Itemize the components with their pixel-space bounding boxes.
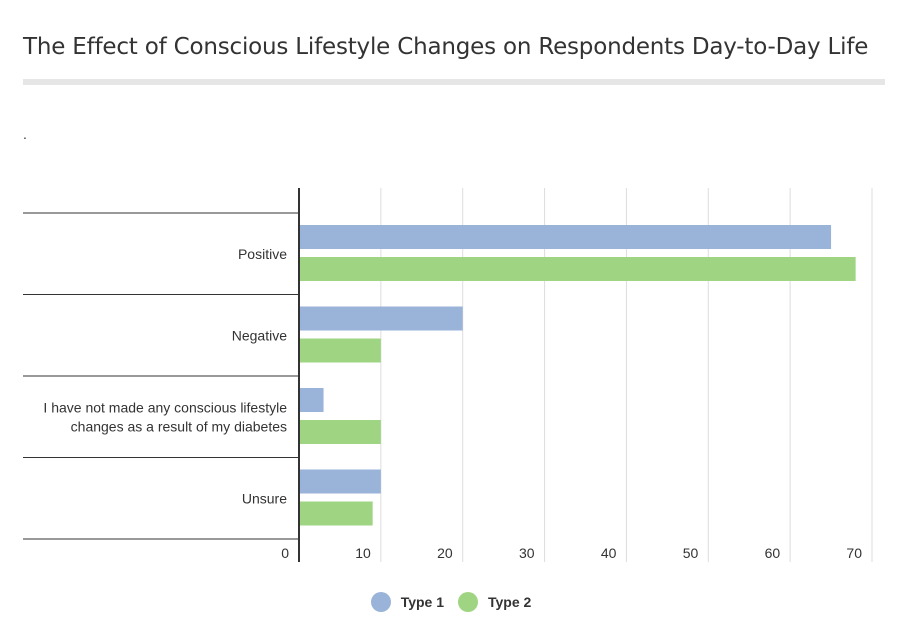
bar-type-1 xyxy=(300,306,463,331)
category-labels: Positive Negative I have not made any cons… xyxy=(43,246,287,507)
legend: Type 1 Type 2 xyxy=(0,592,902,612)
x-tick-label: 60 xyxy=(765,545,781,561)
gridlines xyxy=(380,188,873,562)
legend-swatch xyxy=(370,592,391,612)
chart-subtitle: . xyxy=(23,126,27,142)
category-label: Unsure xyxy=(242,490,287,506)
bar-type-2 xyxy=(300,257,856,281)
legend-label: Type 2 xyxy=(488,594,532,610)
bar-type-1 xyxy=(300,469,381,494)
x-tick-labels: 0 10 20 30 40 50 60 70 xyxy=(281,545,862,561)
legend-item[interactable]: Type 1 xyxy=(370,592,444,612)
legend-item[interactable]: Type 2 xyxy=(458,592,531,612)
chart-title: The Effect of Conscious Lifestyle Change… xyxy=(23,34,869,60)
bar-type-1 xyxy=(300,225,832,249)
bar-type-1 xyxy=(300,388,324,412)
x-tick-label: 40 xyxy=(601,545,617,561)
legend-swatch xyxy=(458,592,478,612)
bar-type-2 xyxy=(300,338,381,363)
axis-lines xyxy=(23,188,300,562)
category-label: I have not made any conscious lifestyle xyxy=(43,399,287,415)
bar-chart: Positive Negative I have not made any cons… xyxy=(23,188,873,562)
x-tick-label: 30 xyxy=(519,545,535,561)
x-tick-label: 50 xyxy=(683,545,699,561)
x-tick-label: 20 xyxy=(437,545,453,561)
bars xyxy=(300,225,856,526)
x-tick-label: 10 xyxy=(355,545,371,561)
category-label: Positive xyxy=(238,246,287,262)
legend-label: Type 1 xyxy=(400,594,444,610)
x-tick-label: 0 xyxy=(281,545,289,561)
bar-type-2 xyxy=(300,420,381,444)
title-divider xyxy=(23,79,885,85)
category-label: changes as a result of my diabetes xyxy=(71,418,287,434)
category-label: Negative xyxy=(232,327,287,343)
x-tick-label: 70 xyxy=(846,545,862,561)
bar-type-2 xyxy=(300,501,373,526)
